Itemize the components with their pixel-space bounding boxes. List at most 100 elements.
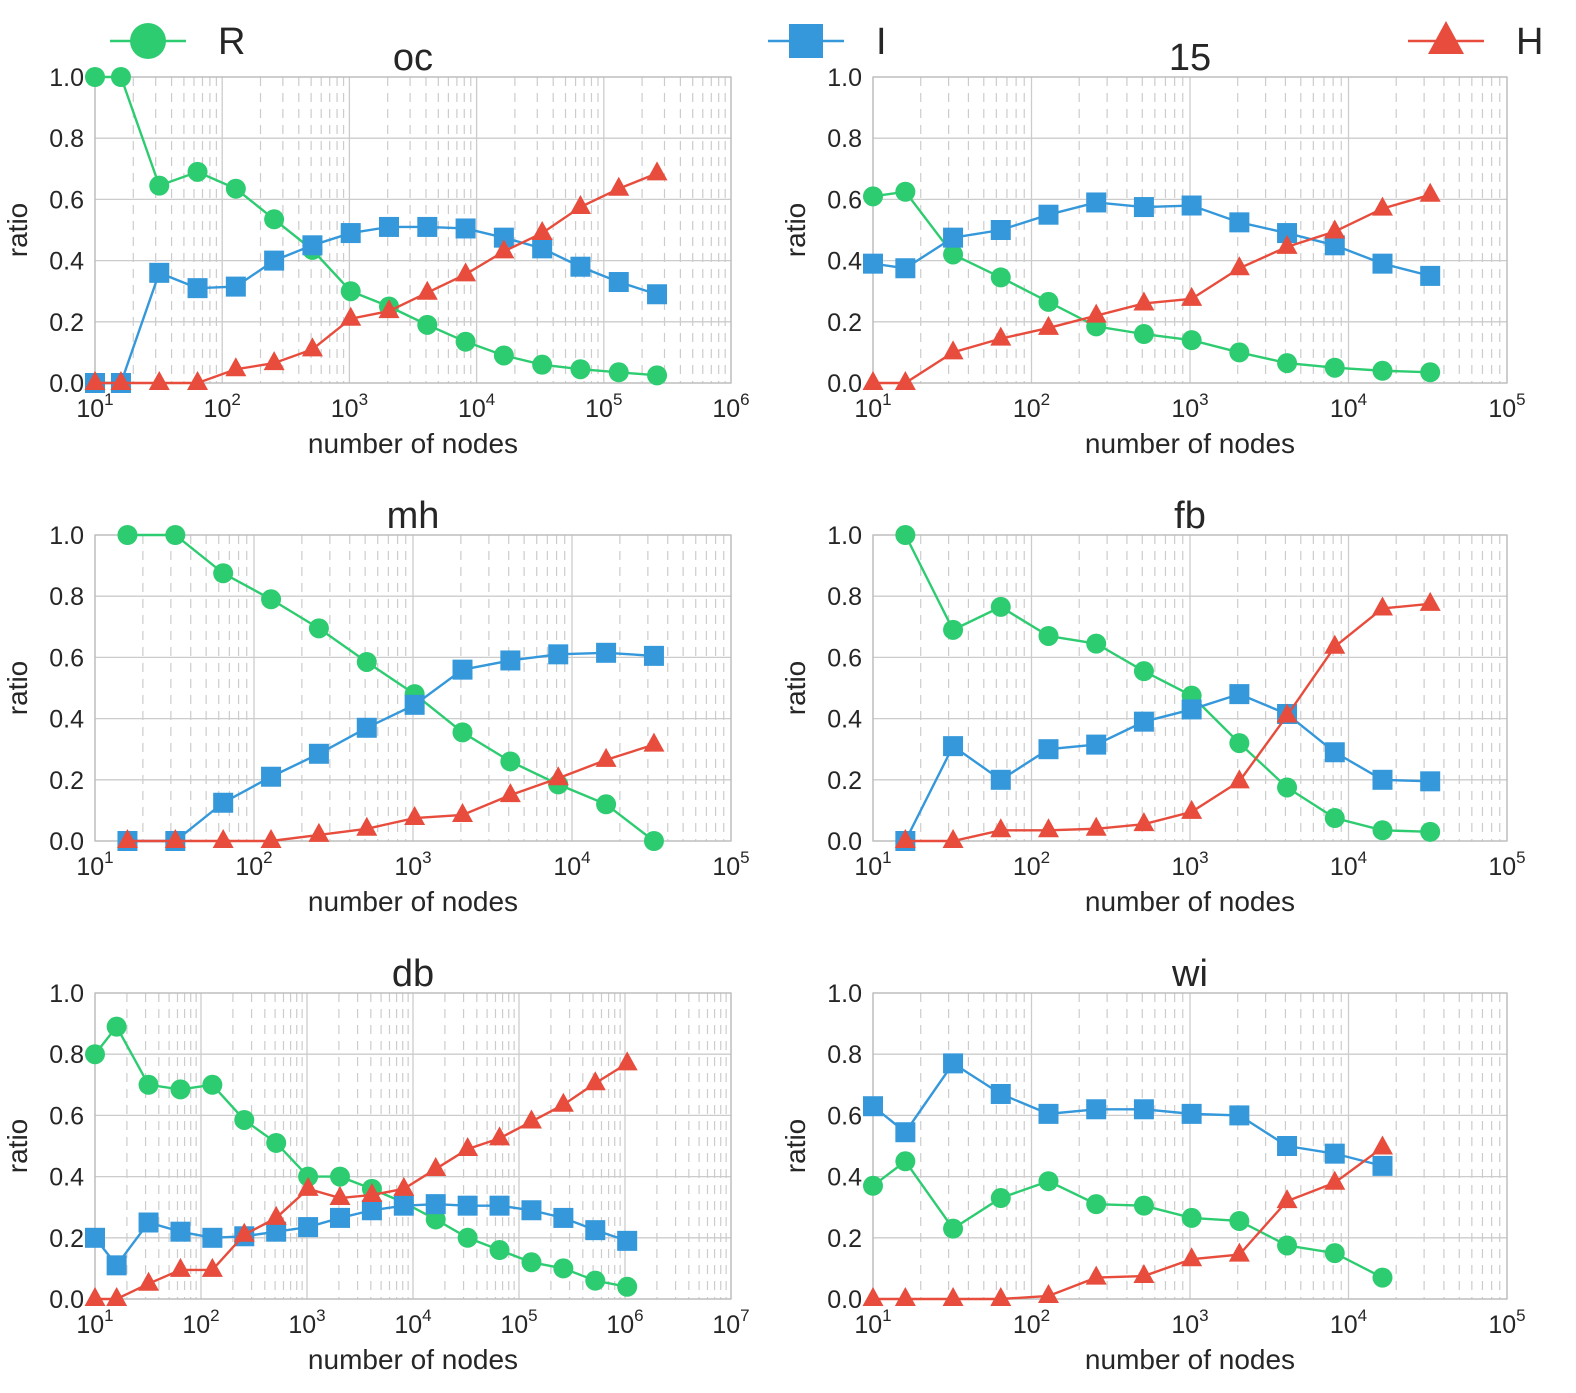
data-point-I <box>521 1200 542 1221</box>
y-tick-label: 0.4 <box>49 248 84 276</box>
data-point-R <box>110 67 131 87</box>
data-point-R <box>532 354 553 375</box>
data-point-H <box>862 1287 884 1306</box>
data-point-I <box>1420 771 1441 792</box>
data-point-I <box>452 659 473 680</box>
y-tick-label: 0.2 <box>49 767 84 795</box>
data-point-I <box>202 1227 223 1248</box>
data-point-I <box>225 276 246 297</box>
x-tick-label: 105 <box>585 390 622 423</box>
data-point-R <box>457 1227 478 1248</box>
series-line-H <box>873 1146 1384 1301</box>
y-tick-label: 0.8 <box>49 125 84 153</box>
chart-panel-mh: 0.0 0.2 0.4 0.6 0.8 1.0 101 102 103 104 105 mh numbe… <box>2 495 750 917</box>
data-point-H <box>569 195 591 215</box>
data-point-H <box>233 1222 255 1242</box>
data-point-I <box>1133 711 1154 732</box>
data-point-R <box>1372 1267 1393 1288</box>
data-point-R <box>85 67 105 87</box>
x-tick-label: 105 <box>712 848 749 881</box>
data-point-R <box>264 209 285 230</box>
data-point-R <box>1038 1171 1059 1192</box>
data-point-R <box>1181 1207 1202 1228</box>
series-line-R <box>94 1024 628 1288</box>
data-point-R <box>943 619 964 640</box>
series-R <box>117 525 664 851</box>
data-point-H <box>862 371 884 390</box>
data-point-R <box>493 345 514 366</box>
data-point-I <box>266 1221 287 1242</box>
data-point-H <box>84 1287 106 1306</box>
data-point-I <box>1229 1105 1250 1126</box>
y-tick-label: 0.0 <box>827 1286 862 1314</box>
y-tick-label: 1.0 <box>827 64 862 92</box>
data-point-R <box>553 1258 574 1279</box>
data-point-I <box>425 1194 446 1215</box>
data-point-H <box>225 357 247 377</box>
data-point-I <box>106 1255 127 1276</box>
data-point-R <box>489 1240 510 1261</box>
data-point-I <box>138 1212 159 1233</box>
data-point-I <box>1420 265 1441 286</box>
data-point-H <box>646 161 668 181</box>
plot-frame <box>94 992 732 1300</box>
data-point-R <box>990 267 1011 288</box>
data-point-R <box>106 1016 127 1037</box>
y-tick-label: 0.0 <box>49 1286 84 1314</box>
y-tick-label: 0.8 <box>49 1041 84 1069</box>
data-point-H <box>1324 1170 1346 1190</box>
data-point-H <box>1037 315 1059 335</box>
data-point-R <box>596 794 617 815</box>
data-point-R <box>1181 330 1202 351</box>
data-point-R <box>117 525 138 545</box>
x-tick-label: 102 <box>182 1306 219 1339</box>
series-I <box>117 642 664 851</box>
data-point-I <box>990 1083 1011 1104</box>
series-line-H <box>95 1062 628 1301</box>
y-tick-label: 0.2 <box>827 1225 862 1253</box>
data-point-I <box>990 769 1011 790</box>
data-point-I <box>1133 197 1154 218</box>
data-point-H <box>990 818 1012 838</box>
y-tick-label: 0.8 <box>49 583 84 611</box>
data-point-I <box>213 792 234 813</box>
x-tick-label: 103 <box>1171 848 1208 881</box>
data-point-R <box>990 596 1011 617</box>
data-point-I <box>1229 212 1250 233</box>
x-axis-label: number of nodes <box>308 1344 518 1375</box>
data-point-R <box>500 751 521 772</box>
data-point-I <box>643 645 664 666</box>
x-tick-label: 103 <box>331 390 368 423</box>
legend-item-I: I <box>768 21 887 63</box>
data-point-I <box>1324 235 1345 256</box>
chart-panel-fb: 0.0 0.2 0.4 0.6 0.8 1.0 101 102 103 104 105 fb numbe… <box>780 495 1526 917</box>
chart-panel-wi: 0.0 0.2 0.4 0.6 0.8 1.0 101 102 103 104 105 wi numbe… <box>780 953 1526 1375</box>
chart-title: oc <box>393 37 433 79</box>
x-tick-label: 103 <box>1171 1306 1208 1339</box>
data-point-I <box>532 238 553 259</box>
data-point-H <box>416 280 438 300</box>
y-tick-label: 0.2 <box>49 1225 84 1253</box>
y-tick-label: 0.2 <box>827 309 862 337</box>
data-point-R <box>1277 777 1298 798</box>
data-point-H <box>1133 291 1155 311</box>
data-point-H <box>1181 286 1203 306</box>
y-tick-label: 0.2 <box>827 767 862 795</box>
data-point-H <box>116 829 138 848</box>
data-point-R <box>1372 360 1393 381</box>
data-point-H <box>84 371 106 390</box>
data-point-I <box>863 253 883 274</box>
data-point-H <box>1324 219 1346 239</box>
x-axis-label: number of nodes <box>308 428 518 459</box>
data-point-I <box>1133 1099 1154 1120</box>
data-point-I <box>417 216 438 237</box>
series-group <box>84 1016 638 1306</box>
data-point-H <box>361 1182 383 1202</box>
x-tick-label: 104 <box>1330 390 1367 423</box>
x-tick-label: 102 <box>1013 848 1050 881</box>
x-tick-label: 102 <box>1013 1306 1050 1339</box>
legend-marker <box>1428 21 1464 54</box>
data-point-R <box>138 1074 159 1095</box>
y-tick-label: 1.0 <box>49 522 84 550</box>
